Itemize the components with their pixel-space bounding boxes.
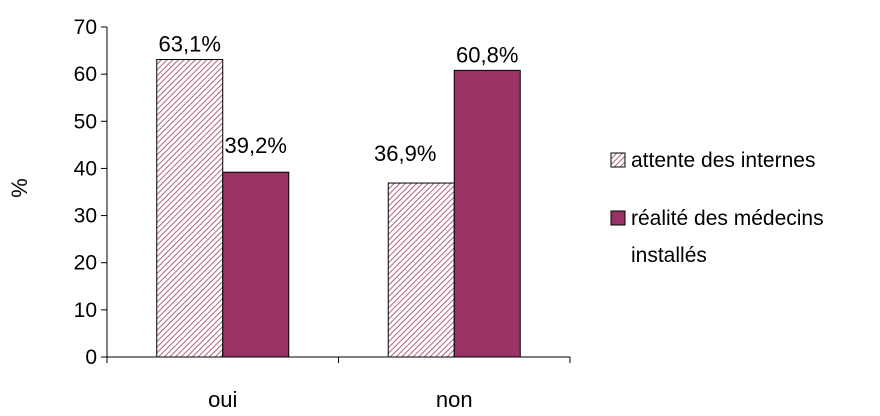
bar-realite-non — [453, 69, 521, 358]
y-axis-label: % — [7, 178, 32, 198]
legend-label-attente: attente des internes — [631, 149, 815, 172]
data-label: 39,2% — [225, 133, 287, 158]
bar-realite-oui — [222, 171, 290, 358]
x-axis: oui non — [106, 356, 571, 412]
data-label: 36,9% — [374, 141, 436, 166]
bar-attente-oui — [156, 59, 224, 358]
legend-swatch-attente — [610, 152, 626, 168]
data-label: 63,1% — [159, 32, 221, 57]
y-tick-label: 60 — [74, 63, 97, 86]
y-tick-label: 10 — [74, 299, 97, 322]
y-tick-label: 70 — [74, 16, 97, 39]
y-tick-label: 20 — [74, 252, 97, 275]
x-category-label: non — [436, 387, 473, 412]
y-tick-label: 50 — [74, 110, 97, 133]
y-tick-label: 30 — [74, 205, 97, 228]
bar-attente-non — [387, 182, 455, 358]
legend: attente des internes réalité des médecin… — [610, 149, 824, 267]
data-labels-group: 63,1% 39,2% 36,9% 60,8% — [159, 32, 519, 167]
y-tick-label: 40 — [74, 157, 97, 180]
legend-label-realite: réalité des médecins — [631, 207, 824, 230]
legend-label-realite-cont: installés — [631, 244, 707, 267]
data-label: 60,8% — [456, 42, 518, 67]
legend-swatch-realite — [610, 210, 626, 226]
x-category-label: oui — [208, 387, 237, 412]
y-tick-label: 0 — [85, 346, 97, 369]
bars-group — [156, 59, 521, 358]
y-axis: 0 10 20 30 40 50 60 70 — [74, 16, 108, 369]
